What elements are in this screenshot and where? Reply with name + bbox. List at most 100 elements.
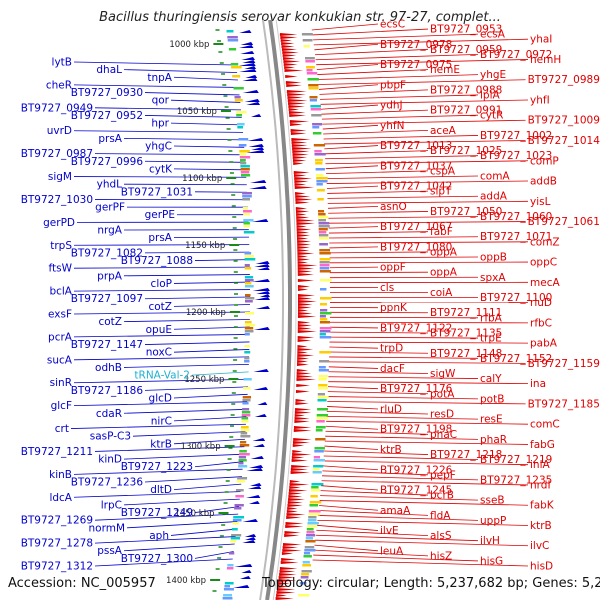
cog-stripe — [244, 255, 254, 258]
right-connector — [327, 401, 526, 405]
right-connector — [329, 271, 429, 274]
right-connector — [314, 43, 379, 51]
right-connector — [327, 396, 479, 400]
left-connector — [123, 363, 249, 368]
left-gene-label: lrpC — [101, 499, 122, 511]
right-gene-label: rfbA — [480, 312, 503, 324]
forward-feature — [297, 330, 317, 333]
forward-feature — [294, 417, 310, 420]
left-gene-label: aph — [149, 530, 169, 542]
right-gene-label: BT9727_1037 — [380, 160, 452, 172]
right-connector — [326, 411, 429, 415]
right-connector — [323, 129, 429, 135]
right-gene-label: ilvH — [480, 535, 500, 547]
cog-stripe — [242, 207, 249, 210]
reverse-feature — [245, 75, 258, 78]
cog-stripe — [222, 597, 233, 600]
right-gene-label: comA — [480, 170, 510, 182]
right-connector — [320, 99, 529, 105]
right-gene-label: BT9727_0978 — [380, 39, 452, 51]
cog-stripe — [307, 78, 319, 81]
right-connector — [313, 38, 529, 46]
cog-stripe — [306, 66, 315, 69]
reverse-feature — [254, 414, 267, 417]
forward-feature — [291, 144, 308, 147]
cog-stripe — [317, 393, 326, 396]
right-gene-label: BT9727_1061 — [528, 216, 600, 228]
left-gene-label: qor — [152, 95, 170, 107]
cog-stripe — [242, 399, 251, 402]
right-gene-label: fabK — [530, 500, 555, 512]
cog-stripe — [244, 333, 250, 336]
right-gene-label: BT9727_1111 — [430, 307, 502, 319]
right-connector — [329, 316, 479, 319]
right-gene-label: BT9727_1050 — [430, 206, 502, 218]
reverse-feature — [253, 444, 265, 447]
forward-feature — [289, 120, 310, 123]
forward-feature — [289, 114, 307, 117]
cog-stripe — [306, 72, 318, 75]
left-connector — [173, 168, 246, 171]
forward-feature — [292, 156, 308, 159]
reverse-feature — [247, 138, 264, 141]
left-gene-label: normM — [89, 522, 126, 534]
forward-feature — [280, 561, 299, 564]
cog-stripe — [234, 99, 243, 102]
right-gene-label: BT9727_1067 — [380, 221, 452, 233]
right-connector — [315, 539, 529, 547]
left-gene-label: BT9727_1269 — [21, 515, 93, 527]
cog-stripe — [302, 561, 310, 564]
left-connector — [123, 319, 250, 323]
right-gene-label: addB — [530, 176, 557, 188]
right-connector — [329, 261, 529, 264]
right-connector — [328, 361, 526, 364]
left-gene-label: sinR — [50, 377, 72, 389]
forward-feature — [287, 507, 298, 510]
cog-stripe — [243, 219, 254, 222]
cog-stripe — [312, 126, 320, 129]
right-gene-label: BT9727_1176 — [380, 383, 453, 395]
left-gene-label: BT9727_1211 — [21, 446, 93, 458]
right-connector — [329, 351, 429, 354]
left-connector — [123, 69, 238, 73]
left-connector — [144, 160, 246, 163]
cog-stripe — [319, 264, 330, 267]
cog-stripe — [315, 438, 326, 441]
right-gene-label: dacF — [380, 363, 405, 375]
cog-stripe — [234, 507, 242, 510]
cog-stripe — [240, 432, 248, 435]
left-connector — [123, 453, 244, 460]
cog-stripe — [236, 111, 247, 114]
cog-stripe — [307, 522, 319, 525]
cog-stripe — [302, 564, 311, 567]
left-gene-label: tnpA — [147, 72, 172, 84]
cog-stripe — [306, 531, 315, 534]
right-gene-label: BT9727_1219 — [480, 454, 552, 466]
forward-feature — [290, 132, 307, 135]
right-gene-label: yhaI — [530, 34, 552, 46]
right-connector — [328, 366, 379, 369]
cog-stripe — [310, 105, 321, 108]
reverse-feature — [239, 30, 252, 33]
left-connector — [73, 61, 237, 66]
forward-feature — [297, 339, 312, 342]
right-connector — [317, 69, 429, 75]
right-gene-label: asnO — [380, 201, 407, 213]
cog-stripe — [310, 495, 318, 498]
left-gene-label: gerPF — [95, 202, 125, 214]
left-gene-label: BT9727_0952 — [71, 110, 143, 122]
forward-feature — [296, 213, 307, 216]
right-gene-label: hisD — [530, 561, 553, 573]
cog-stripe — [231, 528, 238, 531]
right-connector — [326, 170, 429, 175]
forward-feature — [297, 240, 312, 243]
right-gene-label: aceA — [430, 125, 457, 137]
cog-stripe — [231, 534, 242, 537]
cog-stripe — [241, 414, 251, 417]
forward-feature — [296, 378, 317, 381]
cog-stripe — [305, 60, 315, 63]
right-connector — [329, 266, 379, 269]
map-title: Bacillus thuringiensis serovar konkukian… — [99, 10, 501, 25]
left-connector — [173, 416, 247, 422]
cog-stripe — [244, 276, 254, 279]
